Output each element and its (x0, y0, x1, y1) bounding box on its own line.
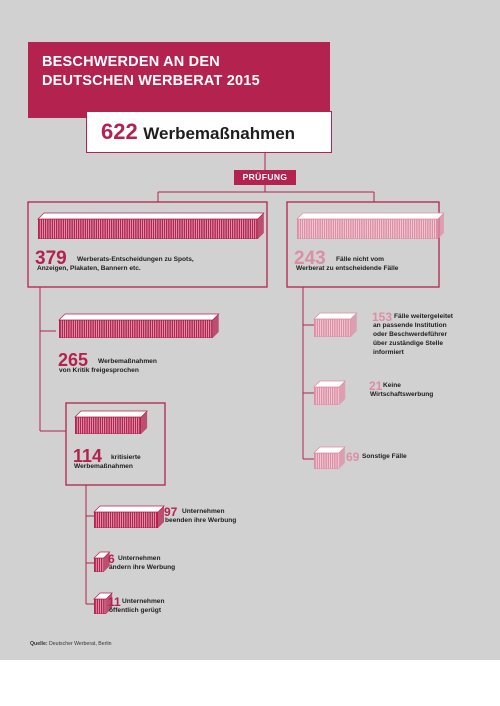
stack-side-face (257, 213, 264, 239)
weitergeleitet-line-2: an passende Institution (373, 322, 447, 329)
stack-front-face (94, 558, 104, 572)
geruegt-line-1: Unternehmen (122, 598, 165, 605)
sheet-stack-keine (313, 380, 347, 405)
stack-side-face (158, 506, 165, 528)
stack-front-face (314, 453, 339, 469)
not-werberat-line-2: Werberat zu entscheidende Fälle (296, 265, 399, 272)
connector-lines (27, 153, 445, 614)
sheet-stack-werberat (37, 212, 265, 239)
weitergeleitet-line-5: informiert (373, 349, 404, 356)
stack-side-face (350, 313, 357, 337)
kritisiert-line-2: Werbemaßnahmen (74, 463, 133, 470)
stack-side-face (437, 213, 444, 239)
stack-side-face (141, 411, 148, 434)
kritisiert-line-1: kritisierte (111, 454, 141, 461)
freigesprochen-value: 265 (58, 350, 89, 370)
weitergeleitet-line-3: oder Beschwerdeführer (373, 331, 448, 338)
stack-front-face (94, 512, 159, 528)
keine-line-1: Keine (383, 382, 401, 389)
infographic-canvas: BESCHWERDEN AN DEN DEUTSCHEN WERBERAT 20… (0, 0, 500, 660)
sheet-stack-kritisiert (74, 410, 148, 434)
sheet-stack-aendern (93, 551, 111, 572)
werberat-line-1: Werberats-Entscheidungen zu Spots, (77, 256, 194, 263)
source-note: Quelle: Deutscher Werberat, Berlin (30, 641, 112, 647)
stack-front-face (94, 599, 107, 614)
sonstige-label: Sonstige Fälle (362, 453, 407, 460)
total-label: Werbemaßnahmen (143, 124, 296, 143)
sheet-stack-not-werberat (296, 212, 445, 239)
beenden-line-2: beenden ihre Werbung (165, 517, 237, 524)
freigesprochen-line-1: Werbemaßnahmen (98, 358, 157, 365)
sheet-stack-beenden (93, 505, 165, 528)
aendern-line-1: Unternehmen (118, 555, 161, 562)
beenden-line-1: Unternehmen (182, 508, 225, 515)
werberat-box (27, 201, 268, 288)
stack-top-face (37, 212, 265, 220)
weitergeleitet-line-4: über zuständige Stelle (373, 340, 443, 347)
werberat-value: 379 (35, 248, 67, 269)
stack-top-face (58, 313, 220, 321)
geruegt-line-2: öffentlich gerügt (109, 607, 162, 614)
check-badge: PRÜFUNG (234, 170, 296, 185)
stack-front-face (314, 387, 340, 405)
keine-line-2: Wirtschaftswerbung (370, 391, 434, 398)
stack-top-face (296, 212, 445, 220)
werberat-line-2: Anzeigen, Plakaten, Bannern etc. (37, 265, 141, 272)
total-value: 622 (101, 119, 138, 144)
not-werberat-value: 243 (294, 248, 326, 269)
sonstige-value: 69 (346, 450, 360, 464)
source-label: Quelle: (30, 641, 48, 647)
stack-side-face (106, 593, 113, 614)
page-title: BESCHWERDEN AN DEN DEUTSCHEN WERBERAT 20… (42, 53, 327, 91)
title-line-1: BESCHWERDEN AN DEN (42, 54, 220, 70)
source-text: Deutscher Werberat, Berlin (49, 641, 112, 647)
sheet-stack-geruegt (93, 592, 113, 614)
aendern-value: 6 (108, 552, 115, 566)
beenden-value: 97 (164, 505, 178, 519)
title-line-2: DEUTSCHEN WERBERAT 2015 (42, 73, 260, 89)
stack-side-face (338, 447, 345, 469)
sheet-stack-sonstige (313, 446, 346, 469)
stack-top-face (313, 312, 358, 320)
stack-front-face (314, 319, 351, 337)
sheet-stack-freigesprochen (58, 313, 220, 338)
kritisiert-box (65, 402, 166, 486)
weitergeleitet-value: 153 (372, 310, 393, 324)
stack-side-face (339, 381, 346, 405)
not-werberat-box (286, 201, 440, 288)
aendern-line-2: ändern ihre Werbung (109, 564, 176, 571)
total-figure: 622 Werbemaßnahmen (101, 119, 295, 146)
total-box: 622 Werbemaßnahmen (86, 111, 332, 153)
stack-side-face (103, 552, 110, 572)
stack-top-face (93, 505, 165, 513)
stack-side-face (212, 314, 219, 338)
not-werberat-line-1: Fälle nicht vom (336, 256, 384, 263)
freigesprochen-line-2: von Kritik freigesprochen (59, 367, 139, 374)
geruegt-value: 11 (108, 595, 121, 609)
sheet-stack-weitergeleitet (313, 312, 358, 337)
keine-value: 21 (369, 379, 383, 393)
weitergeleitet-line-1: Fälle weitergeleitet (394, 313, 453, 320)
stack-top-face (74, 410, 148, 418)
kritisiert-value: 114 (73, 446, 103, 466)
title-banner: BESCHWERDEN AN DEN DEUTSCHEN WERBERAT 20… (28, 42, 330, 118)
